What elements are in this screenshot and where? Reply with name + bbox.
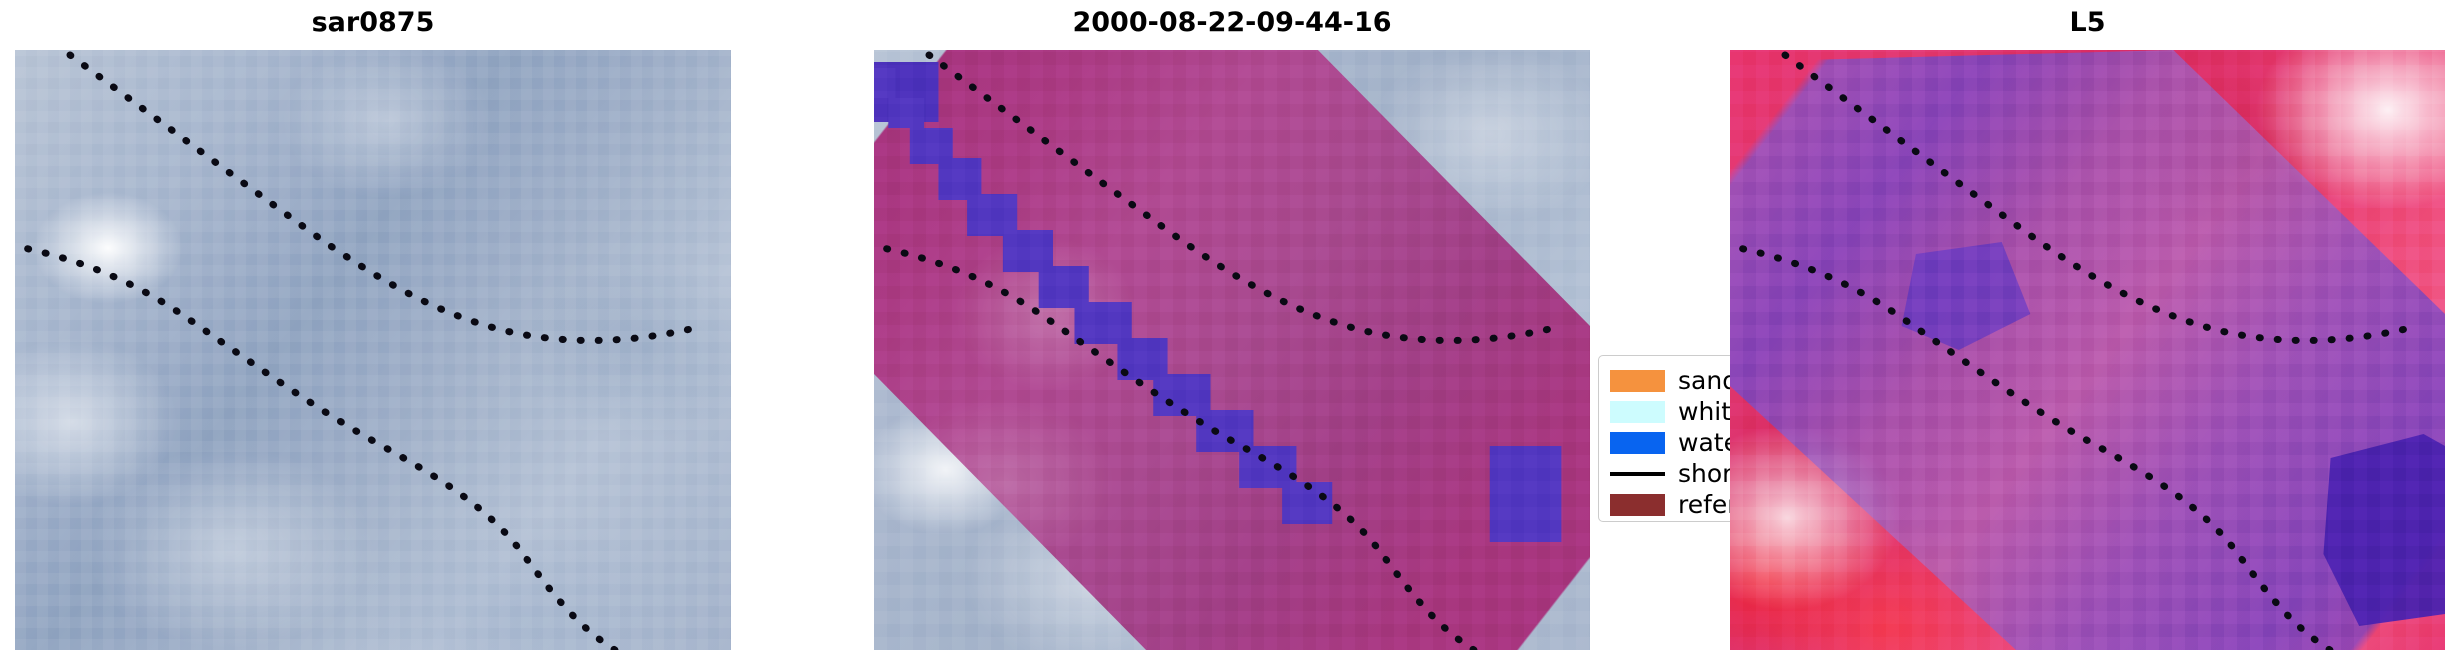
panel-1-image[interactable] (15, 50, 731, 650)
whitewater-swatch-icon (1610, 400, 1665, 423)
panel-2-title: 2000-08-22-09-44-16 (1072, 7, 1392, 38)
l5-image-canvas (1730, 50, 2445, 650)
panel-3-title: L5 (2069, 7, 2106, 38)
panel-2-image[interactable] (874, 50, 1590, 650)
class-pixel-grid-layer (874, 50, 1590, 650)
sar-speckle-layer (15, 50, 731, 650)
sand-swatch-icon (1610, 369, 1665, 392)
panel-1-title: sar0875 (311, 7, 435, 38)
legend-label-sand: sand (1678, 366, 1739, 395)
shoreline-line-icon (1610, 471, 1665, 476)
l5-deep-water-patch-lower (2323, 434, 2445, 626)
reference-shoreline-swatch-icon (1610, 493, 1665, 516)
sar-image-canvas (15, 50, 731, 650)
l5-pixel-grid-layer (1730, 50, 2445, 650)
legend-item-sand: sand (1610, 365, 1793, 396)
water-swatch-icon (1610, 431, 1665, 454)
class-water-patch-bottom (1489, 446, 1562, 542)
panel-3-image[interactable] (1730, 50, 2445, 650)
classification-image-canvas (874, 50, 1590, 650)
